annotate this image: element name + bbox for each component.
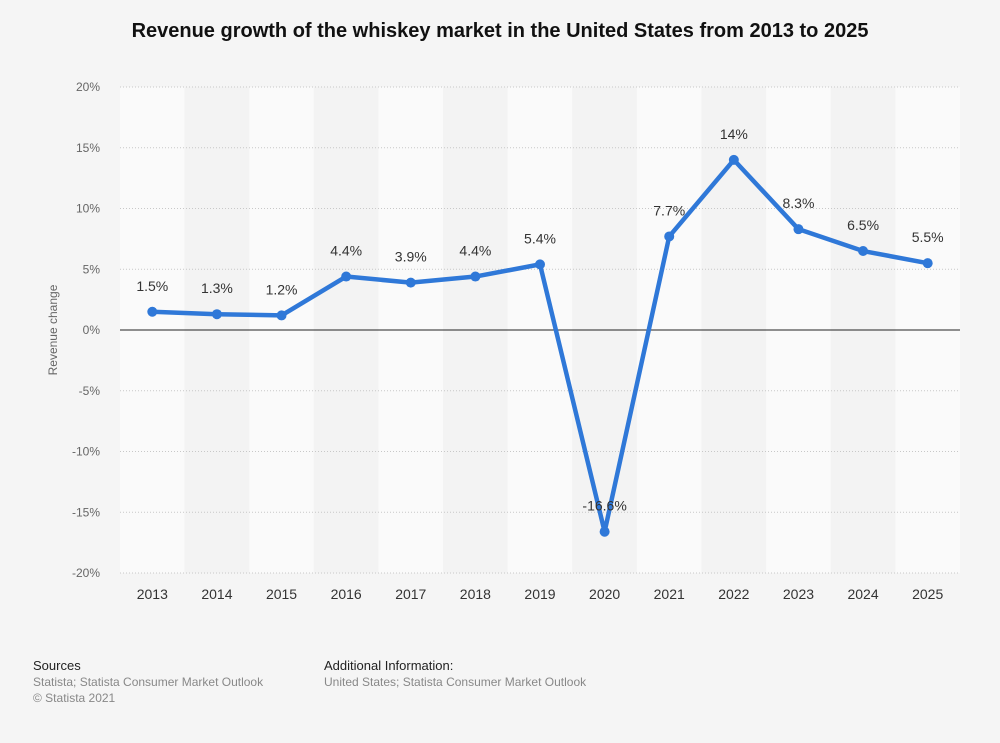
x-tick-label: 2020	[589, 586, 620, 602]
y-tick-label: -20%	[72, 566, 100, 580]
additional-info-title: Additional Information:	[324, 658, 454, 673]
x-tick-label: 2018	[460, 586, 491, 602]
sources-line: Statista; Statista Consumer Market Outlo…	[33, 675, 264, 689]
data-point	[276, 310, 287, 321]
y-axis-ticks: 20% 15% 10% 5% 0% -5% -10% -15% -20%	[72, 80, 100, 580]
sources-title: Sources	[33, 658, 81, 673]
data-point	[147, 306, 158, 317]
y-tick-label: 20%	[76, 80, 100, 94]
y-tick-label: -10%	[72, 445, 100, 459]
data-point	[664, 231, 675, 242]
chart-title: Revenue growth of the whiskey market in …	[131, 20, 869, 42]
x-tick-label: 2015	[266, 586, 297, 602]
y-tick-label: 15%	[76, 141, 100, 155]
data-label: 5.5%	[912, 229, 944, 245]
y-tick-label: 10%	[76, 202, 100, 216]
x-tick-label: 2023	[783, 586, 814, 602]
x-tick-label: 2022	[718, 586, 749, 602]
y-tick-label: -5%	[79, 384, 101, 398]
data-point	[599, 526, 610, 537]
x-tick-label: 2025	[912, 586, 943, 602]
data-point	[858, 246, 869, 257]
data-label: 4.4%	[459, 243, 491, 259]
data-label: 1.3%	[201, 280, 233, 296]
data-label: 3.9%	[395, 249, 427, 265]
y-axis-label: Revenue change	[46, 284, 60, 375]
data-labels: 1.5% 1.3% 1.2% 4.4% 3.9% 4.4% 5.4% -16.6% 7.7% 14…	[136, 126, 943, 514]
data-point	[922, 258, 933, 269]
data-point	[211, 309, 222, 320]
data-label: -16.6%	[582, 498, 626, 514]
x-tick-label: 2013	[137, 586, 168, 602]
series	[147, 154, 933, 537]
x-tick-label: 2017	[395, 586, 426, 602]
copyright: © Statista 2021	[33, 691, 116, 705]
x-tick-label: 2016	[331, 586, 362, 602]
additional-info-line: United States; Statista Consumer Market …	[324, 675, 587, 689]
x-tick-label: 2019	[524, 586, 555, 602]
data-label: 5.4%	[524, 230, 556, 246]
y-tick-label: 0%	[83, 323, 101, 337]
data-label: 8.3%	[783, 195, 815, 211]
data-point	[405, 277, 416, 288]
data-label: 14%	[720, 126, 748, 142]
y-tick-label: -15%	[72, 505, 100, 519]
x-tick-label: 2021	[654, 586, 685, 602]
data-label: 1.2%	[266, 281, 298, 297]
data-point	[535, 259, 545, 270]
additional-info-block: Additional Information: United States; S…	[324, 658, 586, 689]
data-label: 7.7%	[653, 202, 685, 218]
data-point	[728, 154, 739, 165]
data-label: 6.5%	[847, 217, 879, 233]
gridlines	[120, 86, 960, 574]
data-point	[470, 271, 481, 282]
data-point	[341, 271, 352, 282]
sources-block: Sources Statista; Statista Consumer Mark…	[33, 658, 263, 705]
x-tick-label: 2014	[201, 586, 232, 602]
data-label: 4.4%	[330, 243, 362, 259]
y-tick-label: 5%	[83, 262, 101, 276]
data-point	[793, 224, 804, 235]
x-axis-ticks: 2013 2014 2015 2016 2017 2018 2019 2020 2021 2022…	[137, 586, 944, 602]
data-label: 1.5%	[136, 278, 168, 294]
x-tick-label: 2024	[847, 586, 878, 602]
